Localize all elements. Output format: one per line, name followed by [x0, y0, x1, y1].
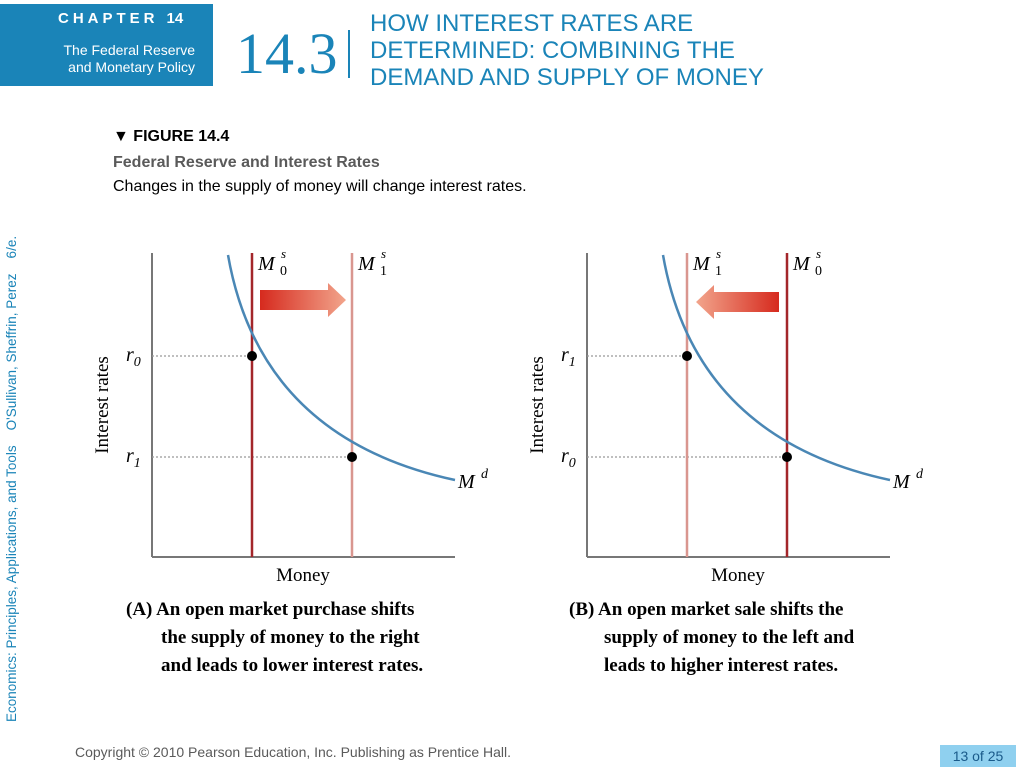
- figure-label: ▼ FIGURE 14.4: [113, 128, 230, 145]
- x-axis-label: Money: [711, 565, 765, 586]
- supply-sup-initial: s: [816, 246, 821, 261]
- demand-label: M: [457, 471, 476, 493]
- arrow-left-icon: [696, 285, 779, 319]
- chapter-label: CHAPTER 14: [58, 10, 184, 27]
- chapter-tab: CHAPTER 14 The Federal Reserve and Moneta…: [0, 4, 213, 86]
- chapter-number: 14: [166, 10, 184, 27]
- supply-sup-new: s: [716, 246, 721, 261]
- y-axis-label: Interest rates: [92, 356, 113, 454]
- supply-label-new: M: [692, 253, 711, 275]
- y-axis-label: Interest rates: [527, 356, 548, 454]
- supply-label-new: M: [357, 253, 376, 275]
- equilibrium-initial: [247, 351, 257, 361]
- copyright-notice: Copyright © 2010 Pearson Education, Inc.…: [75, 744, 512, 760]
- panel-a: r0 r1 M s 0 M s 1 M d Interest rates Mon…: [92, 246, 489, 676]
- supply-sub-initial: 0: [280, 264, 287, 279]
- demand-sup: d: [916, 467, 924, 482]
- triangle-down-icon: ▼: [113, 128, 129, 145]
- chapter-title-line2: and Monetary Policy: [68, 59, 195, 75]
- x-axis-label: Money: [276, 565, 330, 586]
- section-title-line2: DETERMINED: COMBINING THE: [370, 37, 735, 64]
- panel-caption-line1: (B) An open market sale shifts the: [569, 599, 843, 620]
- rate-label-upper: r0: [126, 344, 141, 370]
- rate-label-upper: r1: [561, 344, 576, 370]
- panel-caption-line3: and leads to lower interest rates.: [161, 655, 423, 676]
- chapter-title: The Federal Reserve and Monetary Policy: [5, 42, 195, 76]
- panel-b: r1 r0 M s 1 M s 0 M d Interest rates Mon…: [527, 246, 924, 676]
- rate-label-lower: r1: [126, 445, 141, 471]
- demand-curve: [226, 254, 456, 482]
- figure-title: Federal Reserve and Interest Rates: [113, 154, 380, 171]
- section-title: HOW INTEREST RATES ARE DETERMINED: COMBI…: [370, 10, 870, 91]
- rate-label-lower: r0: [561, 445, 576, 471]
- supply-label-initial: M: [257, 253, 276, 275]
- section-title-line1: HOW INTEREST RATES ARE: [370, 10, 694, 37]
- supply-sub-new: 1: [715, 264, 722, 279]
- equilibrium-new: [347, 452, 357, 462]
- demand-label: M: [892, 471, 911, 493]
- panel-caption-line2: supply of money to the left and: [604, 627, 855, 648]
- supply-label-initial: M: [792, 253, 811, 275]
- demand-sup: d: [481, 467, 489, 482]
- panel-caption-line2: the supply of money to the right: [161, 627, 420, 648]
- figure-caption: Changes in the supply of money will chan…: [113, 178, 527, 195]
- equilibrium-initial: [782, 452, 792, 462]
- panel-caption-line3: leads to higher interest rates.: [604, 655, 838, 676]
- supply-sub-new: 1: [380, 264, 387, 279]
- arrow-right-icon: [260, 283, 346, 317]
- chapter-title-line1: The Federal Reserve: [63, 42, 195, 58]
- section-divider: [348, 30, 350, 78]
- supply-sub-initial: 0: [815, 264, 822, 279]
- demand-curve: [661, 254, 891, 482]
- page-indicator: 13 of 25: [940, 745, 1016, 767]
- supply-sup-initial: s: [281, 246, 286, 261]
- section-title-line3: DEMAND AND SUPPLY OF MONEY: [370, 64, 764, 91]
- equilibrium-new: [682, 351, 692, 361]
- supply-sup-new: s: [381, 246, 386, 261]
- panel-caption-line1: (A) An open market purchase shifts: [126, 599, 414, 620]
- section-number: 14.3: [236, 21, 338, 86]
